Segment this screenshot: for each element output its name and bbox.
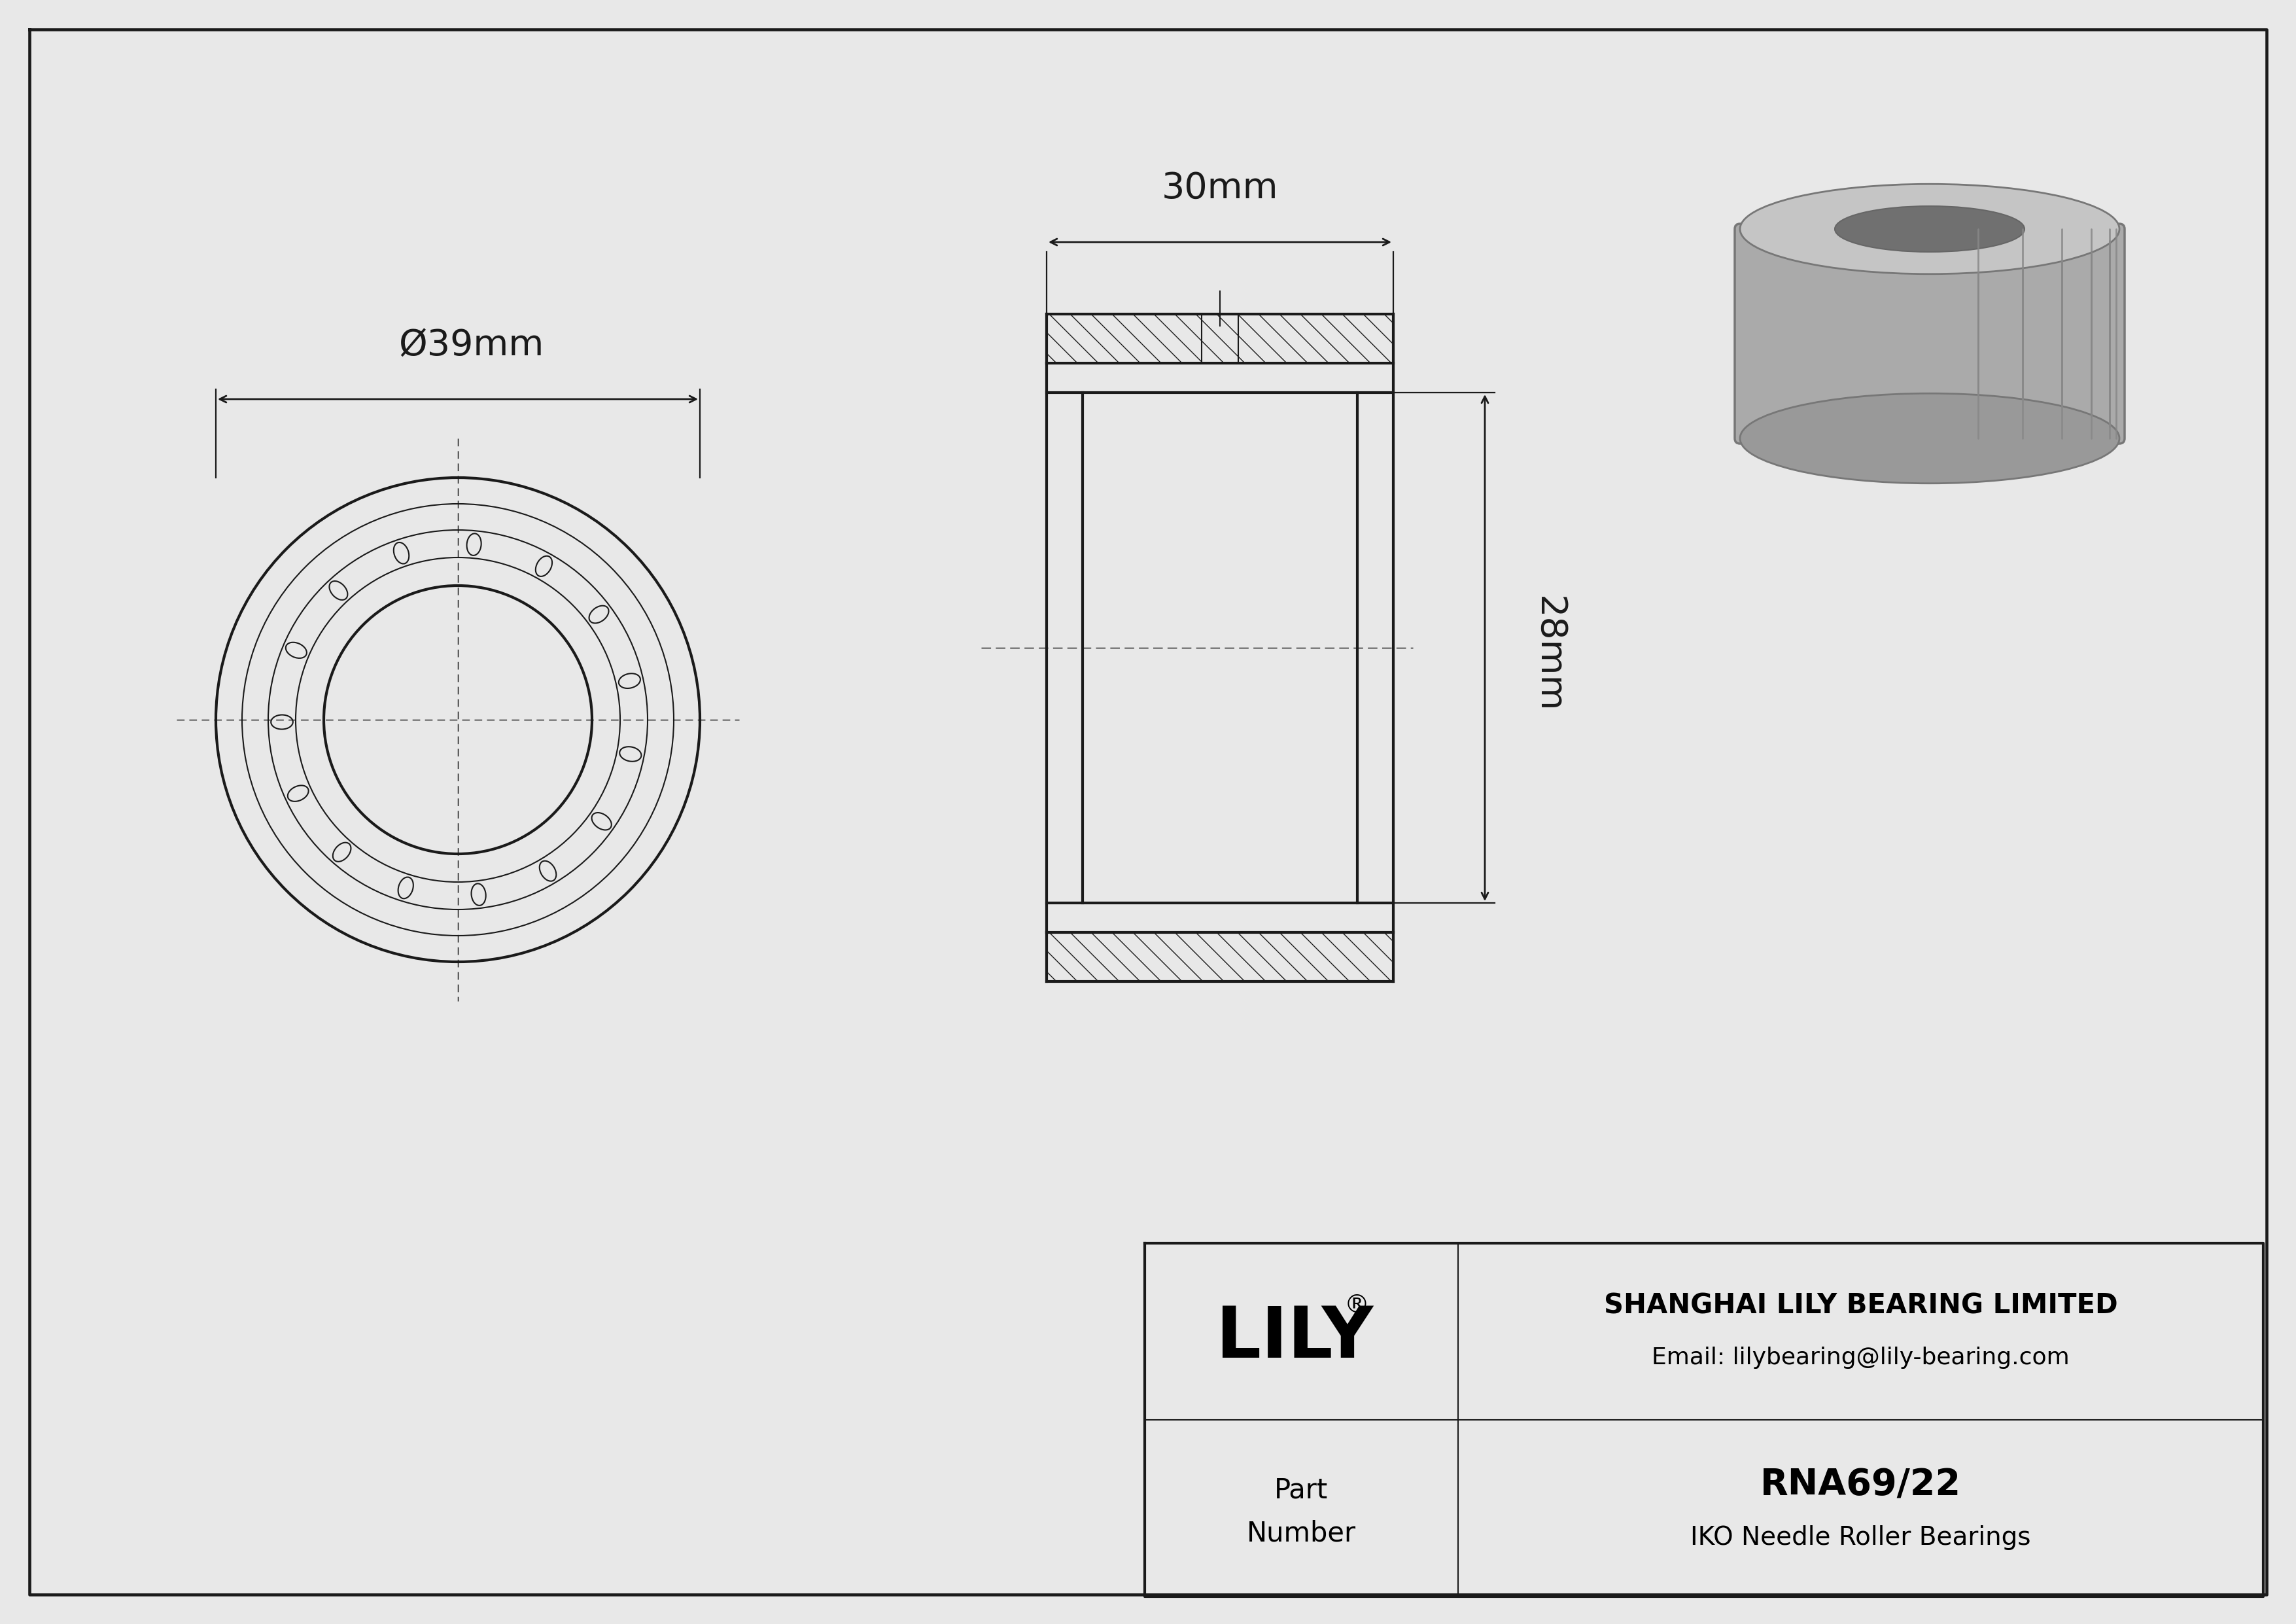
Text: Ø39mm: Ø39mm [397,328,544,364]
Text: 30mm: 30mm [1162,171,1279,206]
Ellipse shape [1740,393,2119,484]
Text: Email: lilybearing@lily-bearing.com: Email: lilybearing@lily-bearing.com [1651,1346,2069,1369]
Text: ®: ® [1343,1293,1371,1317]
Text: Part: Part [1274,1476,1327,1504]
Text: IKO Needle Roller Bearings: IKO Needle Roller Bearings [1690,1525,2032,1549]
Ellipse shape [1835,206,2025,252]
Text: SHANGHAI LILY BEARING LIMITED: SHANGHAI LILY BEARING LIMITED [1603,1291,2117,1319]
FancyBboxPatch shape [1736,224,2124,443]
Text: RNA69/22: RNA69/22 [1761,1468,1961,1502]
Text: Number: Number [1247,1520,1357,1546]
Text: LILY: LILY [1217,1304,1373,1372]
Bar [1084,393,1357,903]
Text: 28mm: 28mm [1531,596,1566,713]
Ellipse shape [1740,184,2119,274]
